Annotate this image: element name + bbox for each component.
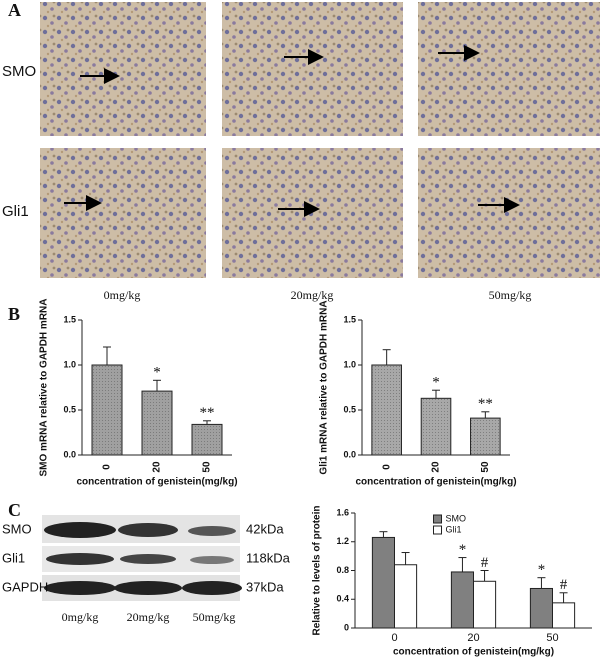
bar-texture [371,365,402,455]
micrographs [40,2,600,278]
y-tick-label: 1.2 [336,536,349,546]
blot-row-label: SMO [2,521,32,536]
y-tick-label: 0.8 [336,565,349,575]
micrograph [40,148,206,278]
legend-label: Gli1 [446,524,462,534]
significance: * [538,562,546,578]
y-tick-label: 1.5 [343,314,356,324]
x-tick-label: 50 [480,461,491,473]
band [114,581,182,595]
band [44,581,116,595]
micrograph [222,2,403,136]
blot-row-label: GAPDH [2,579,48,594]
band [44,522,116,538]
legend-swatch [433,525,442,535]
y-tick-label: 0.0 [63,449,76,459]
micrograph [40,2,206,136]
micrograph [418,148,600,278]
significance: # [560,577,568,593]
band [182,581,242,595]
bar-texture [92,365,122,455]
y-axis-label: SMO mRNA relative to GAPDH mRNA [39,299,50,477]
significance: * [459,542,467,558]
panel-label: C [8,500,21,520]
legend-swatch [433,514,442,524]
lane-label: 20mg/kg [127,610,170,624]
y-tick-label: 1.0 [63,359,76,369]
blot-size: 42kDa [246,521,284,536]
band [118,523,178,537]
x-axis-label: concentration of genistein(mg/kg) [355,477,516,488]
bar-texture [142,391,172,455]
significance: # [481,555,489,571]
significance: * [432,375,440,391]
panel-label: A [8,0,21,20]
x-tick-label: 50 [202,461,213,473]
band [46,553,114,565]
y-tick-label: 1.5 [63,314,76,324]
x-tick-label: 0 [391,632,397,644]
y-tick-label: 0.5 [343,404,356,414]
x-tick-label: 50 [546,632,558,644]
x-tick-label: 0 [102,464,113,470]
band [188,526,236,536]
y-tick-label: 0.5 [63,404,76,414]
lane-label: 0mg/kg [62,610,99,624]
row-label: SMO [2,63,36,80]
y-axis-label: Relative to levels of protein [312,505,323,635]
column-label: 0mg/kg [104,288,141,302]
bar [450,571,475,629]
x-axis-label: concentration of genistein(mg/kg) [393,647,554,658]
legend-label: SMO [446,513,467,523]
y-tick-label: 0.0 [343,449,356,459]
row-label: Gli1 [2,203,29,220]
significance: ** [478,396,493,412]
x-tick-label: 0 [381,464,392,470]
x-axis-label: concentration of genistein(mg/kg) [76,477,237,488]
y-tick-label: 1.6 [336,507,349,517]
band [120,554,176,564]
blot-size: 37kDa [246,579,284,594]
western-blot [42,515,242,601]
blot-size: 118kDa [246,550,291,565]
y-tick-label: 0.4 [336,594,349,604]
bar [552,602,576,629]
blot-row-label: Gli1 [2,550,25,565]
x-tick-label: 20 [467,632,479,644]
y-tick-label: 0 [344,622,349,632]
significance: ** [200,405,215,421]
bar [371,536,396,629]
panel-label: B [8,304,20,324]
lane-label: 50mg/kg [193,610,236,624]
bar-texture [192,424,222,455]
bar-texture [421,398,451,455]
x-tick-label: 20 [431,461,442,473]
bar [473,580,497,629]
micrograph [418,2,600,136]
column-label: 50mg/kg [489,288,532,302]
bar-texture [470,418,501,455]
bar [394,564,418,629]
column-label: 20mg/kg [291,288,334,302]
bar [529,587,554,629]
micrograph [222,148,403,278]
y-axis-label: Gli1 mRNA relative to GAPDH mRNA [319,300,330,474]
y-tick-label: 1.0 [343,359,356,369]
significance: * [153,365,161,381]
x-tick-label: 20 [152,461,163,473]
band [190,556,234,564]
